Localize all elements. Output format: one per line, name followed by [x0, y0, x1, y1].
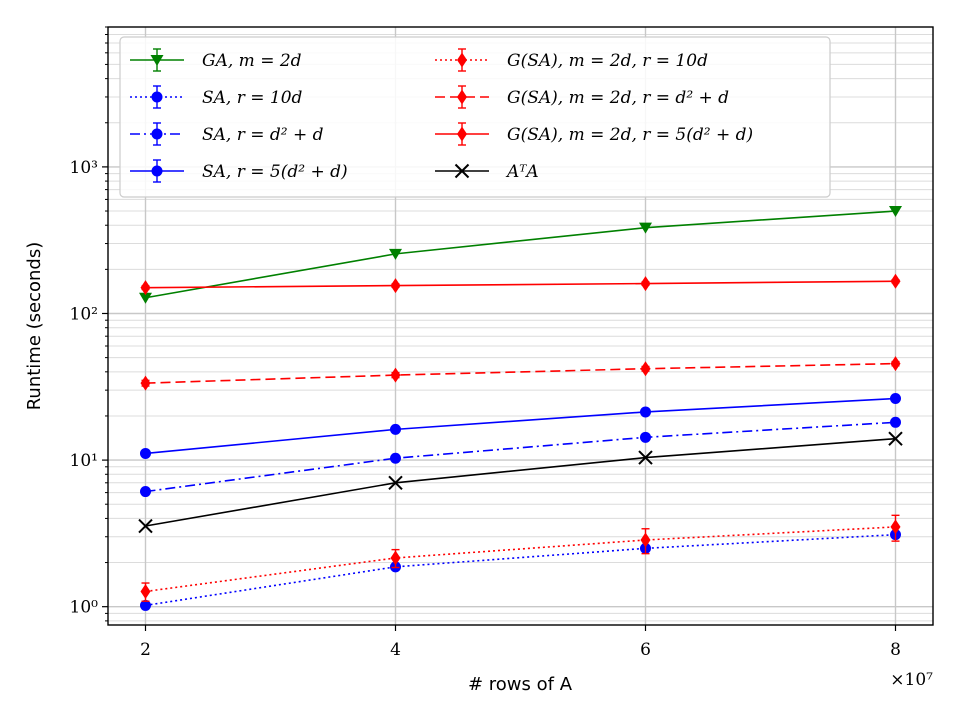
data-point: [640, 431, 651, 443]
legend-item: GA, m = 2d: [130, 48, 302, 72]
x-tick-label: 4: [390, 640, 401, 660]
legend-marker: [457, 52, 467, 68]
series-4: [140, 393, 901, 459]
x-marker-stroke: [888, 431, 903, 446]
axis-ticks: 10⁰ 10¹ 10² 10³ 2 4 6 8: [70, 26, 901, 660]
series-line: [145, 437, 896, 527]
legend-item: G(SA), m = 2d, r = 5(d² + d): [435, 122, 753, 146]
series-6: [140, 356, 901, 391]
legend-marker: [454, 163, 470, 179]
legend-marker: [457, 126, 467, 142]
data-point: [890, 519, 901, 535]
series-layer: [138, 206, 903, 611]
legend-label: AᵀA: [505, 162, 539, 182]
x-tick-label: 6: [640, 640, 651, 660]
data-point: [390, 550, 401, 566]
legend-label: GA, m = 2d: [202, 51, 302, 71]
y-tick-label: 10¹: [70, 451, 98, 471]
data-point: [640, 532, 651, 548]
plot-frame: [107, 26, 934, 626]
series-line: [145, 397, 896, 455]
y-axis-label: Runtime (seconds): [24, 242, 45, 411]
data-point: [640, 276, 651, 292]
data-point: [140, 280, 151, 296]
data-point: [390, 367, 401, 383]
x-axis-label: # rows of A: [468, 674, 573, 695]
legend-item: G(SA), m = 2d, r = 10d: [435, 48, 708, 72]
series-3: [140, 416, 901, 498]
legend-label: SA, r = 10d: [202, 88, 303, 108]
data-point: [139, 292, 152, 304]
y-tick-label: 10³: [70, 158, 98, 178]
series-line: [145, 526, 896, 593]
legend-marker: [150, 55, 164, 66]
series-1: [139, 206, 902, 304]
legend-box: [119, 36, 831, 198]
x-marker-stroke: [454, 163, 470, 179]
data-point: [390, 423, 401, 435]
data-point: [890, 273, 901, 289]
legend-item: AᵀA: [435, 162, 539, 182]
legend-label: SA, r = 5(d² + d): [202, 162, 348, 182]
legend-item: SA, r = d² + d: [130, 122, 324, 146]
data-point: [639, 222, 652, 234]
data-point: [390, 452, 401, 464]
series-2: [140, 529, 901, 611]
series-line: [145, 362, 896, 384]
data-point: [890, 356, 901, 372]
legend-item: SA, r = 10d: [130, 85, 303, 109]
x-axis-multiplier: ×10⁷: [890, 670, 933, 690]
legend-marker: [151, 91, 163, 103]
data-point: [388, 475, 403, 491]
legend-label: G(SA), m = 2d, r = 10d: [507, 51, 708, 71]
data-point: [640, 406, 651, 418]
legend-label: G(SA), m = 2d, r = 5(d² + d): [507, 125, 753, 145]
data-point: [140, 375, 151, 391]
data-point: [889, 206, 902, 218]
data-point: [640, 361, 651, 377]
data-point: [140, 599, 151, 611]
y-tick-label: 10⁰: [70, 598, 99, 618]
series-8: [138, 431, 903, 534]
data-point: [890, 393, 901, 405]
x-marker-stroke: [138, 518, 153, 534]
data-point: [389, 248, 402, 260]
legend: GA, m = 2d SA, r = 10d SA, r = d² + d SA, r…: [119, 36, 831, 198]
data-point: [140, 447, 151, 459]
data-point: [390, 278, 401, 294]
data-point: [140, 583, 151, 599]
legend-item: G(SA), m = 2d, r = d² + d: [435, 85, 729, 109]
series-line: [145, 280, 896, 289]
data-point: [888, 431, 903, 446]
data-point: [890, 416, 901, 428]
x-tick-label: 2: [140, 640, 151, 660]
series-line: [145, 210, 896, 299]
x-marker-stroke: [638, 450, 653, 465]
legend-label: SA, r = d² + d: [202, 125, 324, 145]
x-tick-label: 8: [890, 640, 901, 660]
series-7: [140, 273, 901, 296]
y-tick-label: 10²: [70, 304, 98, 324]
legend-label: G(SA), m = 2d, r = d² + d: [507, 88, 729, 108]
data-point: [138, 518, 153, 534]
legend-marker: [151, 128, 163, 140]
data-point: [638, 450, 653, 465]
data-point: [140, 486, 151, 498]
x-marker-stroke: [388, 475, 403, 491]
series-line: [145, 421, 896, 493]
legend-item: SA, r = 5(d² + d): [130, 159, 348, 183]
series-line: [145, 533, 896, 607]
series-5: [140, 514, 901, 602]
legend-marker: [457, 89, 467, 105]
legend-marker: [151, 165, 163, 177]
